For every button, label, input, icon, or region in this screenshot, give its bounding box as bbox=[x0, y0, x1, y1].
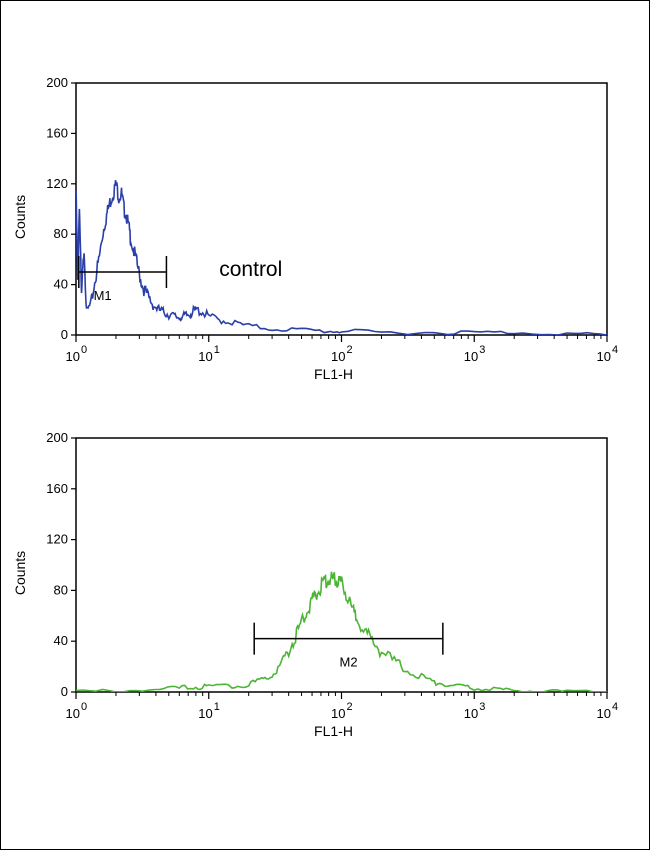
gate-marker: M2 bbox=[253, 622, 444, 670]
x-tick-label: 10 bbox=[331, 349, 345, 364]
gate-marker: M1 bbox=[78, 256, 168, 303]
y-tick-label: 0 bbox=[61, 684, 68, 699]
x-tick-label: 10 bbox=[597, 706, 611, 721]
y-tick-label: 80 bbox=[54, 582, 68, 597]
x-tick-label: 10 bbox=[464, 349, 478, 364]
x-axis-label: FL1-H bbox=[314, 723, 353, 739]
histogram-series-line bbox=[76, 571, 607, 692]
y-tick-label: 120 bbox=[46, 532, 68, 547]
gate-label: M1 bbox=[94, 288, 112, 303]
y-tick-label: 160 bbox=[46, 481, 68, 496]
histogram-series-line bbox=[76, 180, 607, 335]
y-tick-label: 40 bbox=[54, 633, 68, 648]
x-tick-label: 10 bbox=[331, 706, 345, 721]
x-tick-label: 10 bbox=[464, 706, 478, 721]
x-tick-exponent: 4 bbox=[612, 344, 618, 356]
x-tick-exponent: 3 bbox=[479, 701, 485, 713]
y-tick-label: 200 bbox=[46, 430, 68, 445]
y-tick-label: 0 bbox=[61, 327, 68, 342]
annotation-label: control bbox=[219, 258, 282, 281]
y-tick-label: 80 bbox=[54, 226, 68, 241]
y-tick-label: 120 bbox=[46, 176, 68, 191]
x-tick-label: 10 bbox=[198, 349, 212, 364]
x-tick-label: 10 bbox=[66, 706, 80, 721]
y-tick-label: 40 bbox=[54, 277, 68, 292]
y-axis-label: Counts bbox=[12, 195, 28, 239]
x-tick-exponent: 3 bbox=[479, 344, 485, 356]
y-axis-label: Counts bbox=[12, 551, 28, 595]
x-tick-label: 10 bbox=[597, 349, 611, 364]
plot-area bbox=[75, 82, 608, 336]
x-tick-exponent: 2 bbox=[347, 701, 353, 713]
x-tick-exponent: 4 bbox=[612, 701, 618, 713]
x-tick-exponent: 1 bbox=[214, 344, 220, 356]
x-tick-exponent: 1 bbox=[214, 701, 220, 713]
y-tick-label: 160 bbox=[46, 125, 68, 140]
x-tick-exponent: 2 bbox=[347, 344, 353, 356]
gate-label: M2 bbox=[339, 655, 357, 670]
x-tick-label: 10 bbox=[66, 349, 80, 364]
x-tick-exponent: 0 bbox=[81, 344, 87, 356]
x-axis-label: FL1-H bbox=[314, 366, 353, 382]
x-tick-exponent: 0 bbox=[81, 701, 87, 713]
x-tick-label: 10 bbox=[198, 706, 212, 721]
y-tick-label: 200 bbox=[46, 75, 68, 90]
